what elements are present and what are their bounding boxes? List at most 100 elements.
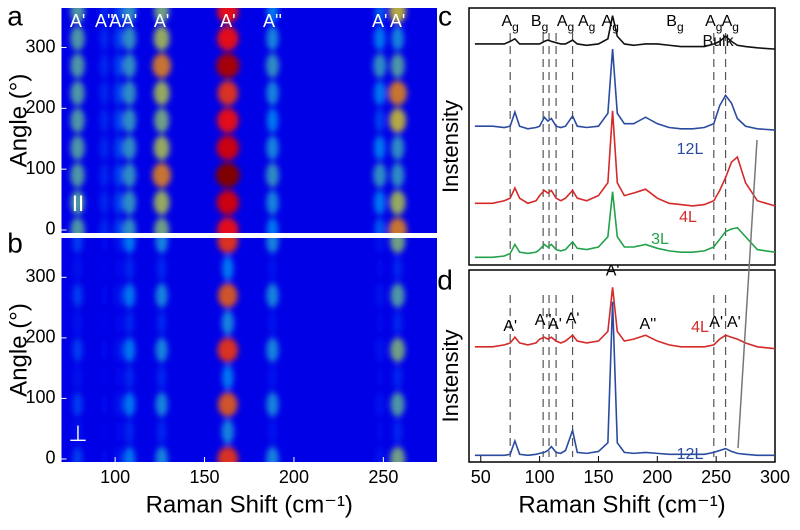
heatmap-cell — [388, 80, 407, 106]
heatmap-cell — [375, 238, 384, 254]
polarization-label: ⊥ — [68, 421, 87, 446]
peak-label: A' — [220, 11, 235, 31]
heatmap-cell — [222, 364, 234, 390]
heatmap-cell — [122, 162, 137, 188]
x-tick-label: 100 — [525, 467, 555, 487]
panel-letter: a — [7, 0, 23, 31]
annotation-text: A' — [727, 314, 741, 331]
heatmap-cell — [123, 446, 136, 462]
peak-label: A' — [70, 11, 85, 31]
heatmap-cell — [216, 190, 239, 215]
heatmap-cell — [100, 337, 108, 363]
annotation-text: A' — [709, 314, 723, 331]
heatmap-cell — [374, 26, 386, 51]
peak-annotation: A' — [503, 318, 517, 335]
heatmap-cell — [152, 162, 171, 188]
plot-frame — [468, 7, 776, 266]
heatmap-cell — [122, 108, 137, 133]
heatmap-cell — [115, 256, 123, 281]
peak-label: A'' — [95, 11, 114, 31]
y-tick-label: 100 — [25, 387, 55, 407]
series-label: 4L — [679, 209, 697, 226]
spectrum-line — [474, 15, 776, 50]
heatmap-cell — [373, 53, 387, 79]
y-axis-title: Instensity — [438, 330, 463, 423]
heatmap-cell — [100, 135, 109, 161]
heatmap-cell — [374, 190, 386, 215]
heatmap-cell — [114, 446, 123, 462]
y-tick-label: 300 — [25, 36, 55, 56]
heatmap-cell — [375, 337, 384, 363]
heatmap-cell — [376, 256, 384, 281]
heatmap-cell — [373, 162, 387, 188]
heatmap-cell — [100, 53, 109, 79]
x-tick-label: 50 — [471, 467, 491, 487]
heatmap-cells — [70, 8, 407, 233]
peak-annotation: Ag — [502, 13, 519, 34]
series-label: 3L — [651, 231, 669, 248]
heatmap-cell — [153, 80, 170, 106]
peak-annotation: A' — [566, 310, 580, 327]
heatmap-cell — [268, 256, 277, 281]
heatmap-cell — [115, 364, 123, 390]
heatmap-cell — [216, 135, 239, 161]
heatmap-cell — [73, 419, 82, 444]
annotation-text: A'' — [535, 312, 552, 329]
heatmap-cell — [155, 392, 168, 417]
annotation-text: A — [557, 13, 568, 30]
heatmap-cell — [122, 53, 137, 79]
heatmap-cell — [217, 217, 239, 233]
plot-frame — [468, 269, 776, 463]
heatmap-cell — [100, 108, 109, 133]
annotation-text: B — [666, 13, 677, 30]
heatmap-cell — [115, 310, 123, 336]
y-axis-title: Instensity — [438, 100, 463, 193]
heatmap-cell — [115, 419, 123, 444]
heatmap-cell — [265, 162, 280, 188]
heatmap-cell — [72, 283, 83, 308]
heatmap-cell — [113, 217, 124, 233]
heatmap-cell — [374, 108, 385, 133]
heatmap-cell — [100, 446, 108, 462]
heatmap-cell — [123, 238, 136, 254]
peak-annotation: Ag — [602, 13, 619, 34]
heatmap-cell — [73, 310, 82, 336]
heatmap-cell — [221, 419, 234, 444]
heatmap-cell — [266, 190, 279, 215]
heatmap-cell — [157, 310, 166, 336]
heatmap-cell — [113, 162, 124, 188]
heatmap-cell — [393, 419, 403, 444]
heatmap-cell — [113, 80, 124, 106]
peak-annotation: Bg — [666, 13, 683, 34]
heatmap-cell — [374, 217, 386, 233]
panel-letter: b — [7, 227, 23, 258]
heatmap-cell — [393, 364, 403, 390]
heatmap-cell — [266, 135, 279, 161]
heatmap-cell — [70, 80, 85, 106]
peak-annotation: Ag — [722, 13, 739, 34]
heatmap-cell — [113, 108, 124, 133]
heatmap-cell — [391, 162, 405, 188]
heatmap-cell — [153, 26, 170, 51]
peak-label: A'' — [109, 11, 128, 31]
annotation-text: A'' — [640, 316, 657, 333]
heatmap-cell — [217, 238, 238, 254]
peak-label: A' — [390, 11, 405, 31]
heatmap-cell — [266, 446, 279, 462]
spectrum-line — [474, 301, 775, 457]
heatmap-cell — [217, 108, 239, 133]
heatmap-cell — [125, 310, 134, 336]
heatmap-cell — [155, 446, 168, 462]
heatmap-cell — [152, 53, 171, 79]
heatmap-cell — [114, 283, 123, 308]
heatmap-cell — [266, 80, 279, 106]
y-tick-label: 300 — [25, 266, 55, 286]
annotation-text: B — [531, 13, 542, 30]
annotation-subscript: g — [542, 20, 549, 34]
annotation-text: A' — [606, 262, 620, 279]
x-tick-label: 150 — [583, 467, 613, 487]
annotation-text: A — [502, 13, 513, 30]
heatmap-cell — [100, 217, 109, 233]
